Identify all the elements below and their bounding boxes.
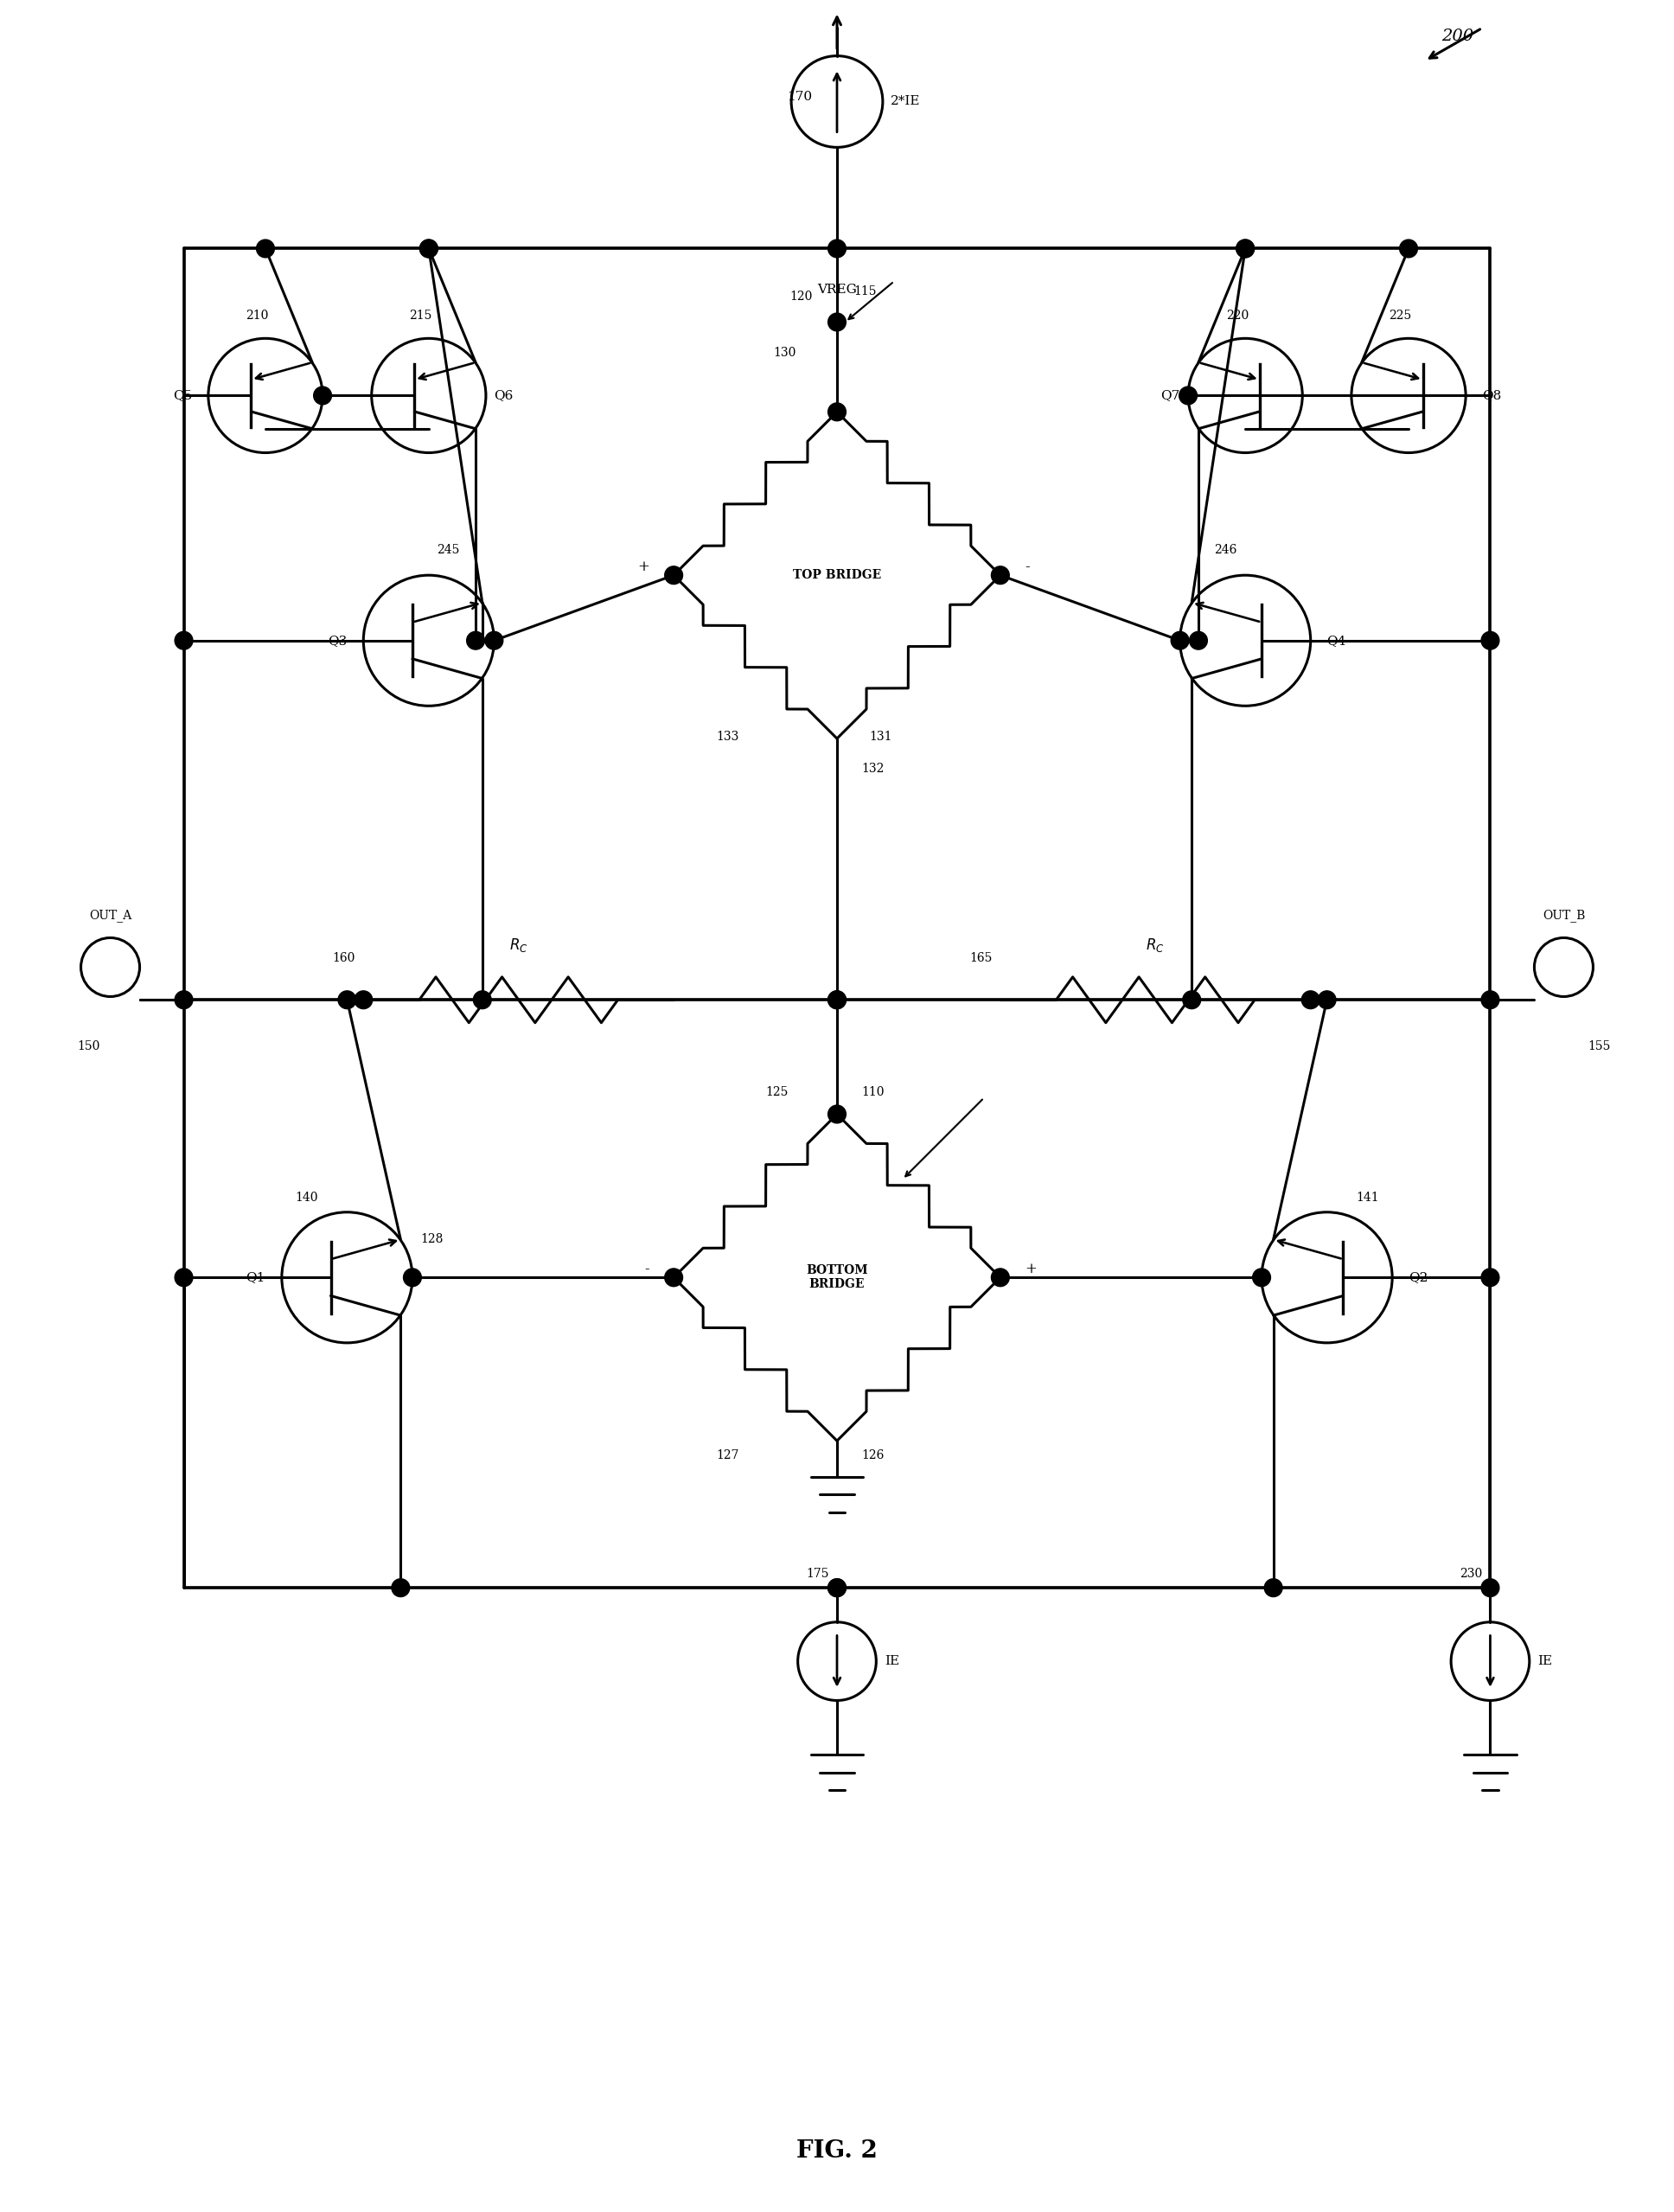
Circle shape [1317,991,1336,1009]
Text: 230: 230 [1460,1568,1481,1579]
Text: 175: 175 [805,1568,829,1579]
Circle shape [665,1267,683,1287]
Circle shape [829,314,845,332]
Text: $R_C$: $R_C$ [1147,938,1165,953]
Text: Q2: Q2 [1408,1272,1428,1283]
Text: 130: 130 [773,347,797,358]
Text: 246: 246 [1214,544,1237,555]
Circle shape [991,1267,1009,1287]
Circle shape [829,403,845,420]
Circle shape [1481,991,1500,1009]
Circle shape [1302,991,1319,1009]
Text: OUT_A: OUT_A [89,909,132,922]
Text: -: - [644,1263,650,1276]
Text: +: + [638,560,650,575]
Circle shape [403,1267,422,1287]
Circle shape [313,387,331,405]
Circle shape [829,239,845,257]
Circle shape [1184,991,1200,1009]
Text: $R_C$: $R_C$ [509,938,527,953]
Text: 160: 160 [333,951,355,964]
Text: 2*IE: 2*IE [891,95,921,108]
Circle shape [1252,1267,1271,1287]
Circle shape [256,239,275,257]
Text: TOP BRIDGE: TOP BRIDGE [793,568,881,582]
Circle shape [1481,633,1500,650]
Circle shape [485,633,504,650]
Text: Q8: Q8 [1481,389,1502,403]
Text: 133: 133 [716,730,738,743]
Text: 200: 200 [1441,29,1473,44]
Circle shape [420,239,437,257]
Circle shape [1481,1267,1500,1287]
Circle shape [174,1267,193,1287]
Text: IE: IE [884,1655,899,1668]
Text: 131: 131 [870,730,892,743]
Text: IE: IE [1538,1655,1552,1668]
Circle shape [1178,387,1197,405]
Text: 165: 165 [969,951,993,964]
Text: BOTTOM
BRIDGE: BOTTOM BRIDGE [807,1265,867,1290]
Text: 141: 141 [1356,1192,1379,1203]
Circle shape [829,991,845,1009]
Text: 120: 120 [790,290,812,303]
Text: Q3: Q3 [328,635,347,646]
Text: 132: 132 [862,763,884,774]
Text: Q4: Q4 [1327,635,1346,646]
Text: 128: 128 [420,1232,444,1245]
Circle shape [174,633,193,650]
Circle shape [665,566,683,584]
Text: +: + [1024,1263,1036,1276]
Circle shape [1481,1579,1500,1597]
Text: OUT_B: OUT_B [1542,909,1585,922]
Circle shape [1237,239,1254,257]
Text: 210: 210 [246,310,268,323]
Circle shape [467,633,484,650]
Text: 127: 127 [716,1449,738,1462]
Text: 115: 115 [854,285,876,299]
Text: 225: 225 [1389,310,1411,323]
Text: 126: 126 [862,1449,884,1462]
Circle shape [829,1579,845,1597]
Circle shape [355,991,372,1009]
Text: 125: 125 [765,1086,788,1097]
Text: Q6: Q6 [494,389,514,403]
Circle shape [1190,633,1207,650]
Circle shape [1237,239,1254,257]
Text: Q5: Q5 [172,389,193,403]
Circle shape [392,1579,410,1597]
Text: 150: 150 [77,1040,100,1053]
Circle shape [174,991,193,1009]
Text: FIG. 2: FIG. 2 [797,2139,877,2163]
Circle shape [1264,1579,1282,1597]
Text: VREG: VREG [817,283,857,296]
Circle shape [829,1106,845,1124]
Circle shape [420,239,437,257]
Text: 220: 220 [1225,310,1249,323]
Text: 170: 170 [787,91,812,102]
Circle shape [829,1579,845,1597]
Circle shape [1399,239,1418,257]
Circle shape [338,991,357,1009]
Text: 140: 140 [295,1192,318,1203]
Circle shape [829,991,845,1009]
Text: Q1: Q1 [246,1272,266,1283]
Text: 215: 215 [408,310,432,323]
Circle shape [991,566,1009,584]
Circle shape [474,991,490,1009]
Text: 155: 155 [1589,1040,1610,1053]
Text: 110: 110 [862,1086,884,1097]
Circle shape [1170,633,1189,650]
Text: 245: 245 [437,544,460,555]
Text: Q7: Q7 [1160,389,1180,403]
Text: -: - [1024,560,1030,575]
